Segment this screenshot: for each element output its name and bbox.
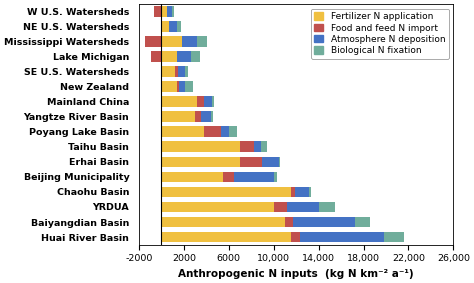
Bar [162, 36, 182, 47]
Bar [162, 97, 197, 107]
Bar [151, 51, 162, 62]
Bar [145, 36, 162, 47]
Bar [182, 36, 197, 47]
Bar [223, 171, 235, 182]
Bar [204, 127, 221, 137]
Bar [197, 36, 208, 47]
Bar [191, 51, 200, 62]
Bar [162, 156, 240, 167]
Bar [291, 186, 295, 197]
Bar [221, 127, 229, 137]
Bar [162, 6, 167, 17]
Bar [384, 231, 404, 243]
Bar [169, 21, 177, 32]
Bar [263, 156, 279, 167]
Bar [162, 216, 285, 228]
Bar [240, 142, 254, 152]
Bar [177, 21, 181, 32]
Legend: Fertilizer N application, Food and feed N import, Atmosphere N deposition, Biolo: Fertilizer N application, Food and feed … [311, 9, 449, 59]
Bar [211, 112, 213, 122]
Bar [309, 186, 311, 197]
Bar [162, 67, 175, 77]
Bar [167, 6, 172, 17]
Bar [195, 112, 201, 122]
Bar [273, 171, 277, 182]
Bar [201, 112, 211, 122]
Bar [162, 21, 169, 32]
Bar [177, 82, 180, 92]
Bar [212, 97, 214, 107]
Bar [254, 142, 261, 152]
Bar [178, 67, 185, 77]
Bar [162, 127, 204, 137]
Bar [197, 97, 204, 107]
Bar [162, 82, 177, 92]
Bar [293, 216, 355, 228]
Bar [355, 216, 370, 228]
Bar [177, 51, 191, 62]
Bar [162, 201, 273, 213]
Bar [273, 201, 287, 213]
Bar [162, 186, 291, 197]
Bar [204, 97, 212, 107]
Bar [285, 216, 293, 228]
Bar [172, 6, 174, 17]
Bar [175, 67, 178, 77]
Bar [185, 67, 188, 77]
Bar [291, 231, 300, 243]
Bar [279, 156, 281, 167]
Bar [185, 82, 193, 92]
Bar [287, 201, 319, 213]
X-axis label: Anthropogenic N inputs  (kg N km⁻² a⁻¹): Anthropogenic N inputs (kg N km⁻² a⁻¹) [178, 269, 414, 279]
Bar [162, 142, 240, 152]
Bar [162, 231, 291, 243]
Bar [162, 51, 177, 62]
Bar [154, 6, 162, 17]
Bar [229, 127, 237, 137]
Bar [319, 201, 336, 213]
Bar [240, 156, 263, 167]
Bar [235, 171, 273, 182]
Bar [300, 231, 384, 243]
Bar [261, 142, 267, 152]
Bar [180, 82, 185, 92]
Bar [162, 112, 195, 122]
Bar [295, 186, 309, 197]
Bar [162, 171, 223, 182]
